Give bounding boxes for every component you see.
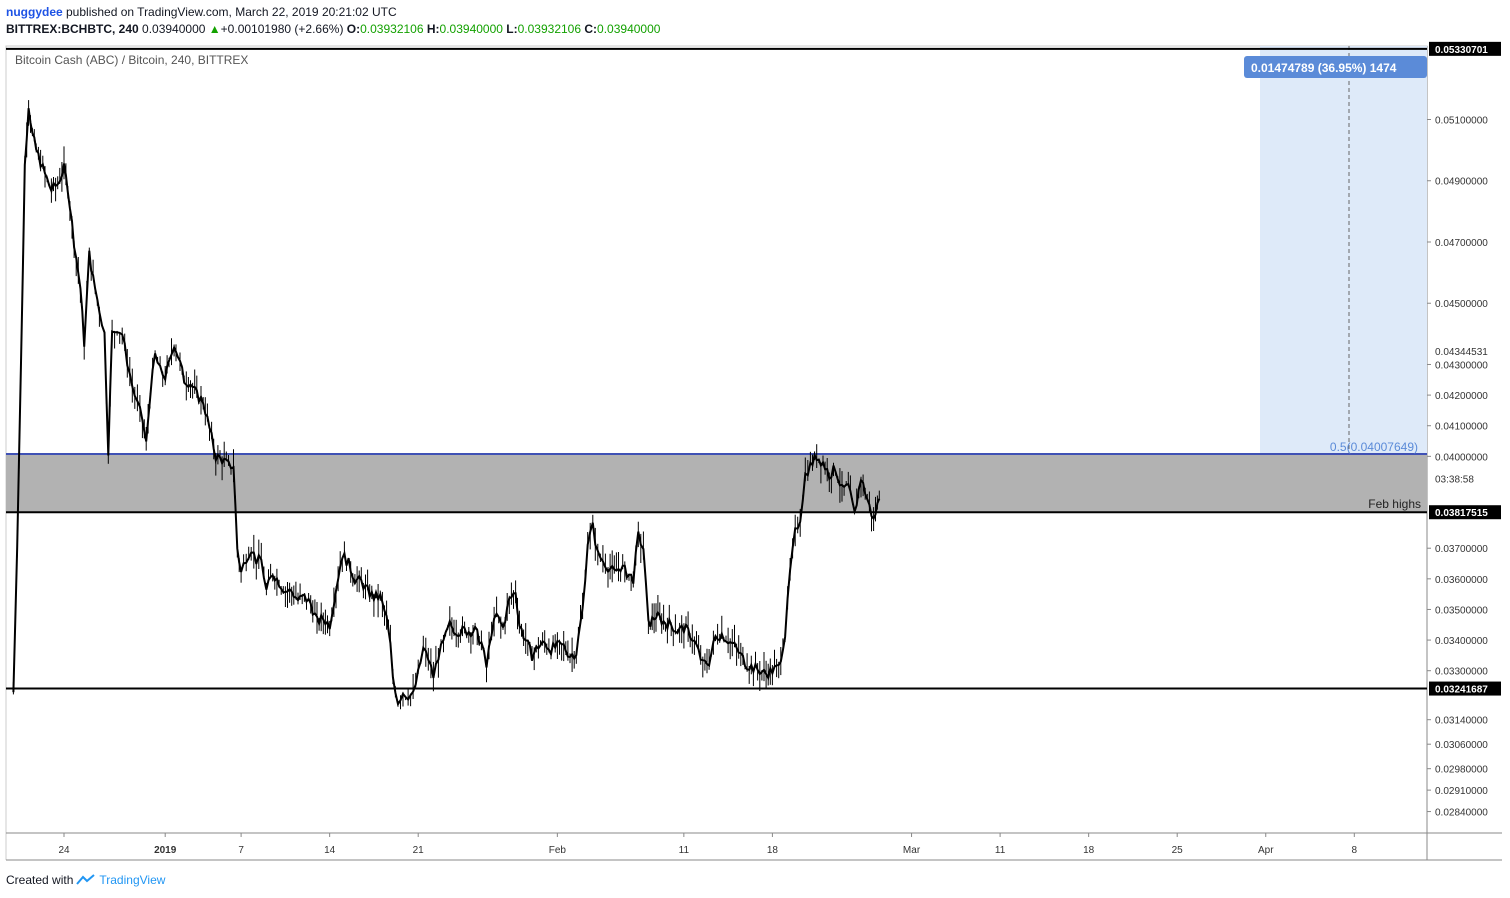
price-change: +0.00101980 (+2.66%) [220,22,344,36]
price-tag-bg [1429,41,1501,56]
price-tag-bg [1429,681,1501,696]
x-tick-label: 18 [767,845,779,856]
x-tick-label: 11 [995,845,1006,856]
close-value: 0.03940000 [597,22,661,36]
plot-frame [5,45,1428,834]
y-tick-label: 0.04500000 [1435,299,1488,310]
x-tick-label: Apr [1258,845,1274,856]
fib-label: 0.5(0.04007649) [1330,440,1418,454]
price-tag-bg [1429,471,1501,486]
y-tick-label: 0.04900000 [1435,177,1488,188]
y-tick-label: 0.04300000 [1435,360,1488,371]
y-tick-label: 0.02910000 [1435,786,1488,797]
y-tick-label: 0.03500000 [1435,605,1488,616]
y-tick-label: 0.04000000 [1435,452,1488,463]
price-tag: 0.04344531 [1435,347,1488,358]
publish-info: published on TradingView.com, March 22, … [62,5,397,19]
high-label: H: [426,22,440,36]
ohlc-header: BITTREX:BCHBTC, 240 0.03940000 ▲+0.00101… [6,22,660,36]
open-value: 0.03932106 [360,22,424,36]
price-tag: 0.03241687 [1435,685,1488,696]
y-tick-label: 0.03140000 [1435,716,1488,727]
y-tick-label: 0.03300000 [1435,667,1488,678]
y-tick-label: 0.03060000 [1435,740,1488,751]
candle-wicks [12,100,880,710]
last-price: 0.03940000 [142,22,206,36]
x-tick-label: 21 [413,845,425,856]
created-with-label: Created with [6,873,74,887]
price-tag: 0.03817515 [1435,508,1488,519]
x-tick-label: Mar [903,845,921,856]
publish-header: nuggydee published on TradingView.com, M… [6,5,397,19]
level-label: Feb highs [1368,497,1421,511]
y-tick-label: 0.04200000 [1435,391,1488,402]
measure-box [1260,46,1427,458]
measure-label-text: 0.01474789 (36.95%) 1474 [1251,61,1397,75]
resistance-zone [6,454,1427,513]
close-label: C: [584,22,598,36]
chart-title: Bitcoin Cash (ABC) / Bitcoin, 240, BITTR… [15,53,248,67]
tradingview-logo-icon [76,874,96,885]
x-tick-label: 8 [1352,845,1358,856]
measure-label: 0.01474789 (36.95%) 1474 [1244,56,1427,78]
author-link[interactable]: nuggydee [6,5,63,19]
footer: Created with TradingView [6,873,165,887]
price-series-line [12,108,881,707]
x-tick-label: 24 [58,845,70,856]
price-tag-bg [1429,505,1501,520]
up-triangle-icon: ▲ [208,22,221,36]
x-tick-label: 11 [679,845,690,856]
x-tick-label: 7 [238,845,244,856]
y-tick-label: 0.03700000 [1435,544,1488,555]
x-tick-label: 14 [324,845,336,856]
low-label: L: [506,22,518,36]
y-tick-label: 0.04700000 [1435,238,1488,249]
symbol-label: BITTREX:BCHBTC, 240 [6,22,139,36]
y-tick-label: 0.04100000 [1435,422,1488,433]
x-tick-label: 25 [1172,845,1184,856]
y-tick-label: 0.02840000 [1435,808,1488,819]
price-tag: 03:38:58 [1435,474,1474,485]
low-value: 0.03932106 [517,22,582,36]
high-value: 0.03940000 [439,22,503,36]
open-label: O: [346,22,361,36]
y-tick-label: 0.03400000 [1435,636,1488,647]
tradingview-brand: TradingView [99,873,166,887]
y-tick-label: 0.05100000 [1435,115,1488,126]
x-tick-label: 18 [1083,845,1095,856]
tradingview-link[interactable]: TradingView [76,873,165,887]
measure-label-bg [1244,56,1427,78]
price-tag: 0.05330701 [1435,45,1488,56]
x-tick-label: Feb [549,845,567,856]
x-tick-label: 2019 [154,845,177,856]
y-tick-label: 0.03600000 [1435,575,1488,586]
y-tick-label: 0.02980000 [1435,765,1488,776]
price-tag-bg [1429,343,1501,358]
